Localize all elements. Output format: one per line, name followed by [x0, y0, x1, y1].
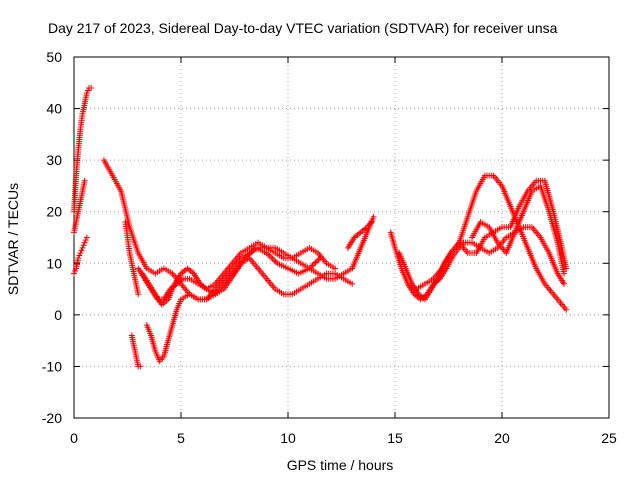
data-point — [72, 268, 79, 275]
data-point — [76, 252, 83, 259]
data-point — [269, 255, 276, 262]
y-tick-label: 10 — [46, 255, 62, 271]
data-point — [370, 213, 377, 220]
series-arc-14 — [469, 182, 568, 277]
series-arc-1 — [71, 84, 95, 215]
data-point — [82, 237, 89, 244]
data-point — [271, 257, 278, 264]
data-point — [88, 84, 95, 91]
data-point — [561, 280, 568, 287]
x-tick-label: 10 — [280, 430, 296, 446]
x-tick-label: 20 — [494, 430, 510, 446]
axis-ticks: 0 5 10 15 20 25 -20 -10 0 10 20 30 40 50 — [42, 49, 617, 446]
y-tick-label: 0 — [54, 307, 62, 323]
series-arc-3 — [71, 177, 88, 236]
grid — [74, 57, 609, 418]
x-tick-label: 5 — [177, 430, 185, 446]
y-axis-label: SDTVAR / TECUs — [5, 183, 21, 295]
y-tick-label: -20 — [42, 410, 62, 426]
data-point — [310, 261, 317, 268]
series-arc-8 — [143, 244, 324, 365]
data-point — [349, 280, 356, 287]
data-point — [81, 177, 88, 184]
series-arc-13 — [413, 177, 570, 293]
x-tick-label: 25 — [601, 430, 617, 446]
series-arc-4 — [100, 157, 377, 303]
y-tick-label: 40 — [46, 101, 62, 117]
y-tick-label: 30 — [46, 152, 62, 168]
data-point — [78, 247, 85, 254]
data-point — [563, 306, 570, 313]
data-point — [561, 270, 568, 277]
chart-title: Day 217 of 2023, Sidereal Day-to-day VTE… — [48, 20, 558, 36]
data-point — [81, 239, 88, 246]
data-point — [84, 87, 91, 94]
series-arc-5 — [122, 219, 142, 298]
data-point — [563, 265, 570, 272]
series-arc-2 — [71, 234, 90, 277]
data-point — [83, 234, 90, 241]
data-point — [268, 254, 275, 261]
data-point — [135, 291, 142, 298]
y-tick-label: 20 — [46, 204, 62, 220]
data-point — [79, 244, 86, 251]
plot-frame — [73, 56, 610, 419]
data-point — [266, 252, 273, 259]
x-tick-label: 15 — [387, 430, 403, 446]
series-arc-9 — [135, 239, 339, 303]
series-arc-7 — [139, 255, 356, 308]
y-tick-label: -10 — [42, 358, 62, 374]
x-tick-label: 0 — [70, 430, 78, 446]
y-tick-label: 50 — [46, 49, 62, 65]
data-point — [80, 242, 87, 249]
data-point — [332, 265, 339, 272]
data-point — [312, 259, 319, 266]
data-point — [137, 363, 144, 370]
series-arc-6 — [128, 332, 144, 370]
data-points — [71, 84, 570, 370]
x-axis-label: GPS time / hours — [287, 457, 394, 473]
series-arc-10 — [344, 219, 375, 251]
data-point — [77, 249, 84, 256]
data-point — [71, 270, 77, 277]
data-point — [75, 255, 82, 262]
series-arc-11 — [387, 224, 568, 303]
data-point — [368, 219, 375, 226]
data-point — [83, 90, 90, 97]
